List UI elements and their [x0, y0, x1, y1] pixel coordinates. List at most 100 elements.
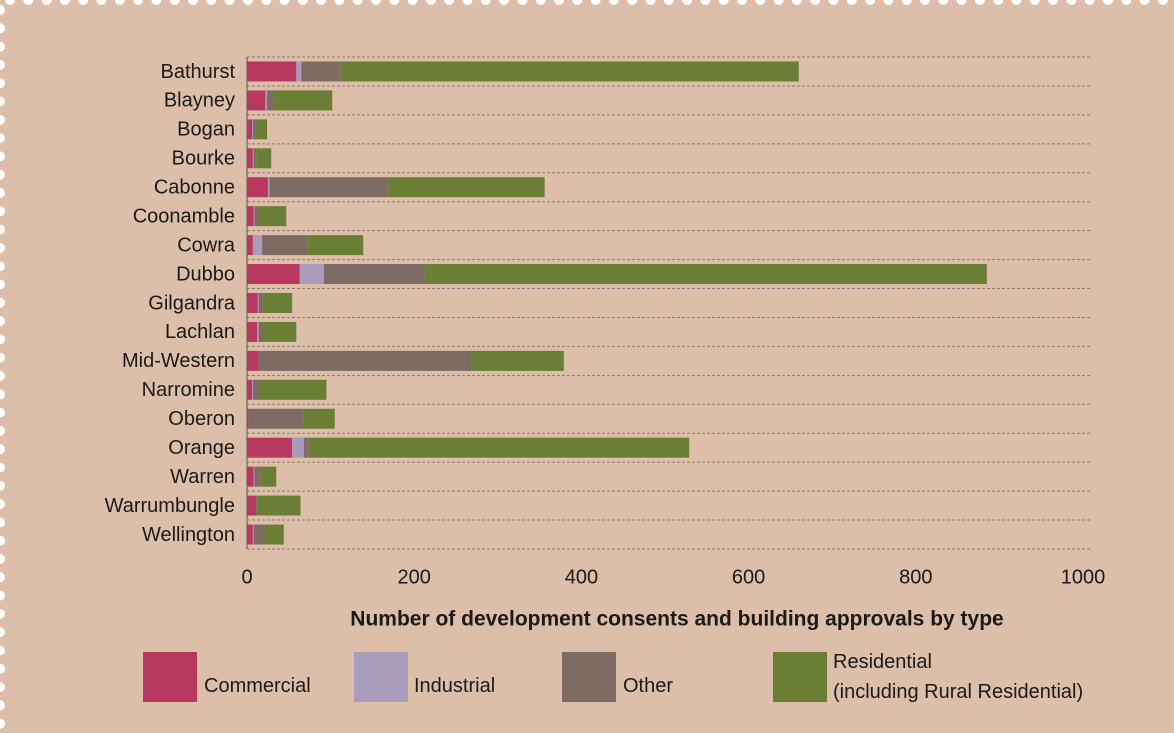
bar-segment: [258, 321, 263, 342]
edge-scallop: [810, 0, 821, 5]
bar-segment: [253, 466, 255, 487]
bar-segment: [301, 61, 341, 82]
edge-scallop: [133, 0, 144, 5]
bar-segment: [262, 235, 308, 256]
bar-segment: [247, 264, 300, 285]
edge-scallop: [0, 645, 5, 656]
bar-segment: [425, 264, 987, 285]
bar-segment: [254, 206, 260, 227]
edge-scallop: [0, 5, 5, 15]
edge-scallop: [499, 0, 510, 5]
bar-segment: [388, 177, 545, 198]
bar-segment: [292, 437, 304, 458]
bar-segment: [247, 292, 258, 313]
bar-segment: [257, 321, 259, 342]
x-tick-label: 600: [732, 566, 765, 588]
y-tick-label: Bathurst: [161, 61, 236, 83]
edge-scallop: [0, 206, 5, 217]
edge-scallop: [0, 700, 5, 711]
edge-scallop: [0, 334, 5, 345]
edge-scallop: [1121, 0, 1132, 5]
edge-scallop: [242, 0, 253, 5]
edge-scallop: [5, 0, 15, 5]
bar-segment: [247, 437, 293, 458]
bar-segment: [340, 61, 799, 82]
edge-scallop: [1029, 0, 1040, 5]
y-tick-label: Wellington: [142, 524, 235, 546]
y-tick-label: Narromine: [142, 379, 235, 401]
x-tick-label: 0: [241, 566, 252, 588]
edge-scallop: [0, 663, 5, 674]
bar-segment: [265, 90, 268, 111]
edge-scallop: [718, 0, 729, 5]
edge-scallop: [41, 0, 52, 5]
edge-scallop: [0, 554, 5, 564]
bar-segment: [252, 119, 253, 140]
edge-scallop: [0, 242, 5, 253]
bar-segment: [247, 90, 266, 111]
bar-segment: [247, 524, 253, 545]
bar-segment: [296, 61, 302, 82]
edge-scallop: [206, 0, 217, 5]
edge-scallop: [956, 0, 967, 5]
edge-scallop: [279, 0, 290, 5]
edge-scallop: [627, 0, 638, 5]
edge-scallop: [1139, 0, 1150, 5]
y-tick-label: Blayney: [164, 90, 235, 112]
edge-scallop: [0, 425, 5, 436]
edge-scallop: [371, 0, 381, 5]
edge-scallop: [0, 682, 5, 693]
edge-scallop: [554, 0, 564, 5]
edge-scallop: [0, 407, 5, 418]
y-tick-label: Warrumbungle: [105, 495, 235, 517]
edge-scallop: [0, 627, 5, 638]
legend-swatch: [773, 652, 827, 702]
bar-segment: [247, 119, 253, 140]
edge-scallop: [114, 0, 125, 5]
bar-segment: [252, 379, 260, 400]
edge-scallop: [0, 718, 5, 729]
edge-scallop: [865, 0, 876, 5]
edge-scallop: [0, 78, 5, 89]
edge-scallop: [480, 0, 491, 5]
edge-scallop: [883, 0, 894, 5]
edge-scallop: [0, 188, 5, 198]
edge-scallop: [791, 0, 802, 5]
edge-scallop: [535, 0, 546, 5]
bar-segment: [303, 437, 309, 458]
bar-segment: [259, 206, 287, 227]
bar-segment: [471, 350, 564, 371]
edge-scallop: [572, 0, 583, 5]
bar-segment: [247, 495, 257, 516]
edge-scallop: [1103, 0, 1113, 5]
edge-scallop: [0, 517, 5, 528]
edge-scallop: [517, 0, 528, 5]
y-tick-label: Cowra: [177, 234, 236, 256]
bar-segment: [262, 321, 297, 342]
edge-scallop: [0, 96, 5, 107]
edge-scallop: [261, 0, 272, 5]
legend-label: Commercial: [204, 675, 311, 697]
edge-scallop: [23, 0, 34, 5]
edge-scallop: [0, 114, 5, 125]
edge-scallop: [96, 0, 107, 5]
edge-scallop: [0, 608, 5, 619]
edge-scallop: [151, 0, 162, 5]
y-tick-label: Bogan: [177, 119, 235, 141]
edge-scallop: [846, 0, 857, 5]
edge-scallop: [0, 444, 5, 455]
edge-scallop: [682, 0, 693, 5]
legend-swatch: [354, 652, 408, 702]
edge-scallop: [0, 535, 5, 546]
bar-segment: [252, 148, 254, 169]
edge-scallop: [590, 0, 601, 5]
edge-scallop: [0, 480, 5, 491]
bar-segment: [259, 379, 327, 400]
bar-segment: [262, 292, 293, 313]
edge-scallop: [663, 0, 674, 5]
edge-scallop: [0, 352, 5, 363]
bar-segment: [269, 177, 389, 198]
bar-segment: [258, 292, 263, 313]
edge-scallop: [645, 0, 656, 5]
